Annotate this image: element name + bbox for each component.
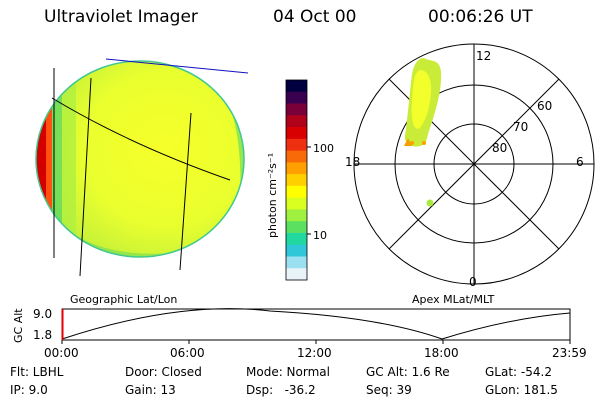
colorbar-segment	[286, 256, 307, 269]
mode-info: Mode: Normal	[246, 365, 330, 379]
colorbar-tick-10: 10	[313, 229, 327, 242]
glat-info: GLat: -54.2	[485, 365, 552, 379]
altitude-tick-1-8: 1.8	[33, 328, 52, 342]
altitude-axis-label: GC Alt	[12, 308, 25, 343]
colorbar-segment	[286, 127, 307, 140]
mlt-label-18: 18	[345, 155, 360, 169]
mlt-label-12: 12	[476, 49, 491, 63]
glon-info: GLon: 181.5	[485, 383, 558, 397]
colorbar-segment	[286, 150, 307, 163]
altitude-curve	[61, 308, 571, 340]
colorbar-segment	[286, 221, 307, 234]
colorbar-segment	[286, 244, 307, 258]
gain-info: Gain: 13	[125, 383, 176, 397]
dsp-info: Dsp: -36.2	[246, 383, 316, 397]
colorbar-segment	[286, 185, 307, 199]
lat-label-70: 70	[513, 120, 528, 134]
colorbar-label: photon cm⁻²s⁻¹	[266, 153, 279, 238]
lat-label-60: 60	[537, 99, 552, 113]
colorbar-segment	[286, 232, 307, 246]
altitude-tick-9: 9.0	[33, 307, 52, 321]
observation-time: 00:06:26 UT	[428, 7, 533, 27]
colorbar-segment	[286, 103, 307, 116]
mlt-label-0: 0	[469, 275, 477, 289]
colorbar-segment	[286, 197, 307, 211]
filter-info: Flt: LBHL	[10, 365, 64, 379]
geographic-caption: Geographic Lat/Lon	[70, 293, 178, 306]
time-tick-2359: 23:59	[552, 346, 587, 360]
observation-date: 04 Oct 00	[273, 7, 357, 27]
auroral-oval-emission	[404, 58, 442, 207]
colorbar-segment	[286, 80, 307, 93]
colorbar-segment	[286, 268, 307, 281]
apex-caption: Apex MLat/MLT	[412, 293, 495, 306]
ip-info: IP: 9.0	[10, 383, 48, 397]
lat-label-80: 80	[492, 141, 507, 155]
mlt-label-6: 6	[576, 155, 584, 169]
instrument-title: Ultraviolet Imager	[44, 7, 198, 27]
time-tick-0600: 06:00	[170, 346, 205, 360]
time-tick-1800: 18:00	[424, 346, 459, 360]
gc-alt-info: GC Alt: 1.6 Re	[366, 365, 450, 379]
colorbar-segment	[286, 174, 307, 187]
seq-info: Seq: 39	[366, 383, 412, 397]
colorbar-segment	[286, 209, 307, 222]
door-info: Door: Closed	[125, 365, 202, 379]
colorbar-segment	[286, 115, 307, 128]
geographic-grid-lines	[51, 68, 231, 277]
colorbar-segment	[286, 138, 307, 152]
colorbar-segment	[286, 91, 307, 105]
colorbar-segment	[286, 162, 307, 175]
colorbar-tick-100: 100	[313, 142, 334, 155]
terminator-line	[105, 58, 249, 74]
time-tick-1200: 12:00	[297, 346, 332, 360]
time-tick-0000: 00:00	[44, 346, 79, 360]
earth-disk	[35, 60, 245, 258]
